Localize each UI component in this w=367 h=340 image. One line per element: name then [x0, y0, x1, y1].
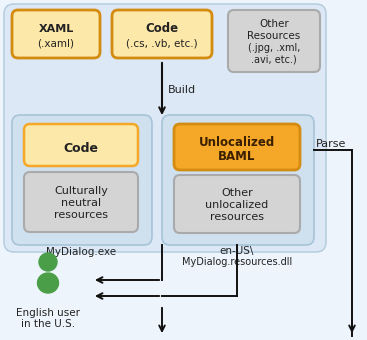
FancyBboxPatch shape — [228, 10, 320, 72]
Text: Build: Build — [168, 85, 196, 95]
FancyBboxPatch shape — [112, 10, 212, 58]
FancyBboxPatch shape — [12, 115, 152, 245]
Text: Resources: Resources — [247, 31, 301, 41]
Text: MyDialog.exe: MyDialog.exe — [46, 247, 116, 257]
Text: (.jpg, .xml,: (.jpg, .xml, — [248, 43, 300, 53]
Ellipse shape — [37, 273, 58, 293]
FancyBboxPatch shape — [162, 115, 314, 245]
Text: in the U.S.: in the U.S. — [21, 319, 75, 329]
FancyBboxPatch shape — [174, 175, 300, 233]
Text: Code: Code — [145, 21, 179, 34]
Text: (.xaml): (.xaml) — [37, 38, 75, 48]
FancyBboxPatch shape — [24, 172, 138, 232]
Text: Code: Code — [63, 141, 98, 154]
Text: en-US\: en-US\ — [220, 246, 254, 256]
Text: unlocalized: unlocalized — [206, 200, 269, 210]
Text: XAML: XAML — [39, 24, 74, 34]
FancyBboxPatch shape — [12, 10, 100, 58]
FancyBboxPatch shape — [24, 124, 138, 166]
Text: Parse: Parse — [316, 139, 346, 149]
Text: (.cs, .vb, etc.): (.cs, .vb, etc.) — [126, 38, 198, 48]
Circle shape — [39, 253, 57, 271]
Text: MyDialog.resources.dll: MyDialog.resources.dll — [182, 257, 292, 267]
Text: English user: English user — [16, 308, 80, 318]
Text: Other: Other — [221, 188, 253, 198]
Text: neutral: neutral — [61, 198, 101, 208]
FancyBboxPatch shape — [4, 4, 326, 252]
Text: Unlocalized: Unlocalized — [199, 136, 275, 150]
Text: Culturally: Culturally — [54, 186, 108, 196]
Text: BAML: BAML — [218, 151, 256, 164]
Text: Other: Other — [259, 19, 289, 29]
Text: resources: resources — [54, 210, 108, 220]
FancyBboxPatch shape — [174, 124, 300, 170]
Text: resources: resources — [210, 212, 264, 222]
Text: .avi, etc.): .avi, etc.) — [251, 55, 297, 65]
